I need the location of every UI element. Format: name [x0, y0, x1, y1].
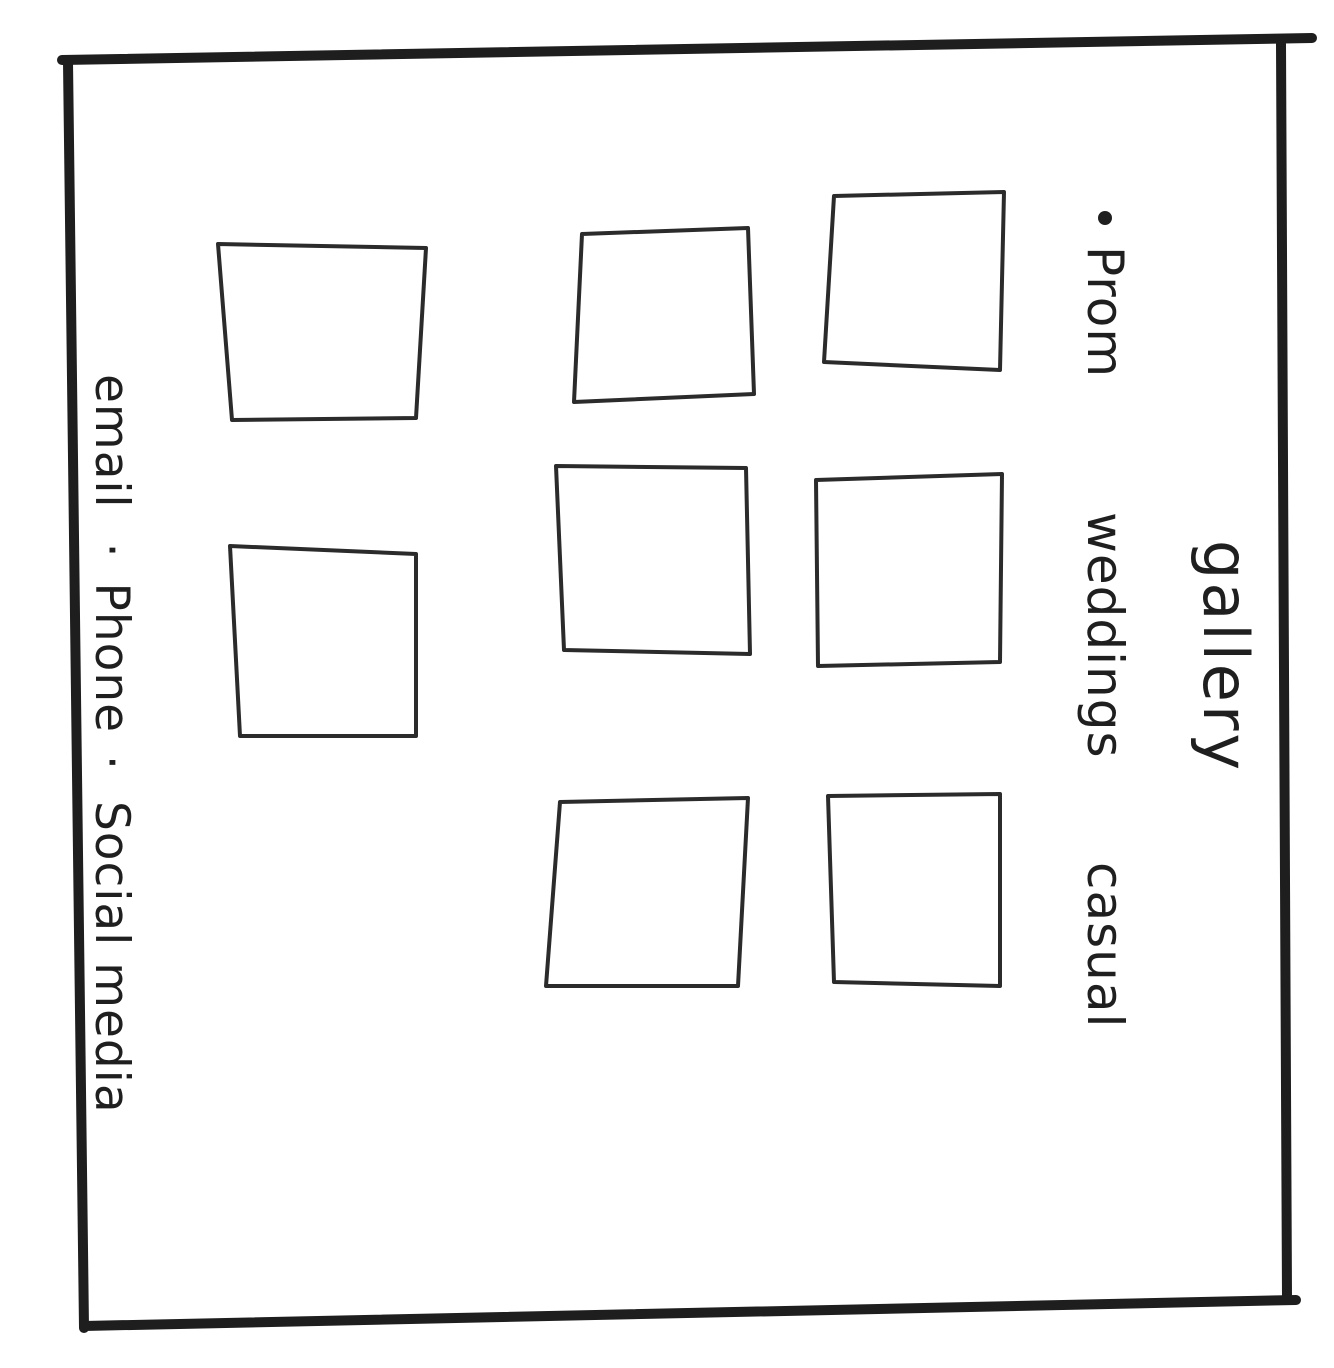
page-frame	[57, 33, 1317, 1333]
footer-separator: ·	[84, 543, 139, 559]
footer-separator: ·	[84, 755, 139, 771]
nav-item-weddings[interactable]: weddings	[1076, 512, 1134, 759]
phone-link[interactable]: Phone	[84, 582, 139, 733]
email-link[interactable]: email	[84, 374, 139, 509]
gallery-thumbnail[interactable]	[216, 242, 428, 422]
page-title: gallery	[1189, 540, 1262, 773]
gallery-grid	[216, 190, 1006, 988]
nav-item-casual[interactable]: casual	[1076, 862, 1134, 1028]
footer-line: email · Phone · Social media	[84, 374, 139, 1114]
gallery-thumbnail[interactable]	[572, 226, 756, 404]
nav-item-prom[interactable]: Prom	[1076, 246, 1134, 378]
rotated-layout: gallery Prom weddings casual email	[84, 190, 1262, 1114]
social-media-link[interactable]: Social media	[84, 801, 139, 1114]
nav-bullet-icon	[1098, 211, 1112, 225]
gallery-thumbnail[interactable]	[554, 464, 752, 656]
gallery-thumbnail[interactable]	[826, 792, 1002, 988]
gallery-thumbnail[interactable]	[814, 472, 1004, 668]
footer-contact: email · Phone · Social media	[84, 374, 139, 1114]
gallery-thumbnail[interactable]	[228, 544, 418, 738]
gallery-thumbnail[interactable]	[544, 796, 750, 988]
gallery-thumbnail[interactable]	[822, 190, 1006, 372]
nav-menu: Prom weddings casual	[1076, 211, 1134, 1028]
